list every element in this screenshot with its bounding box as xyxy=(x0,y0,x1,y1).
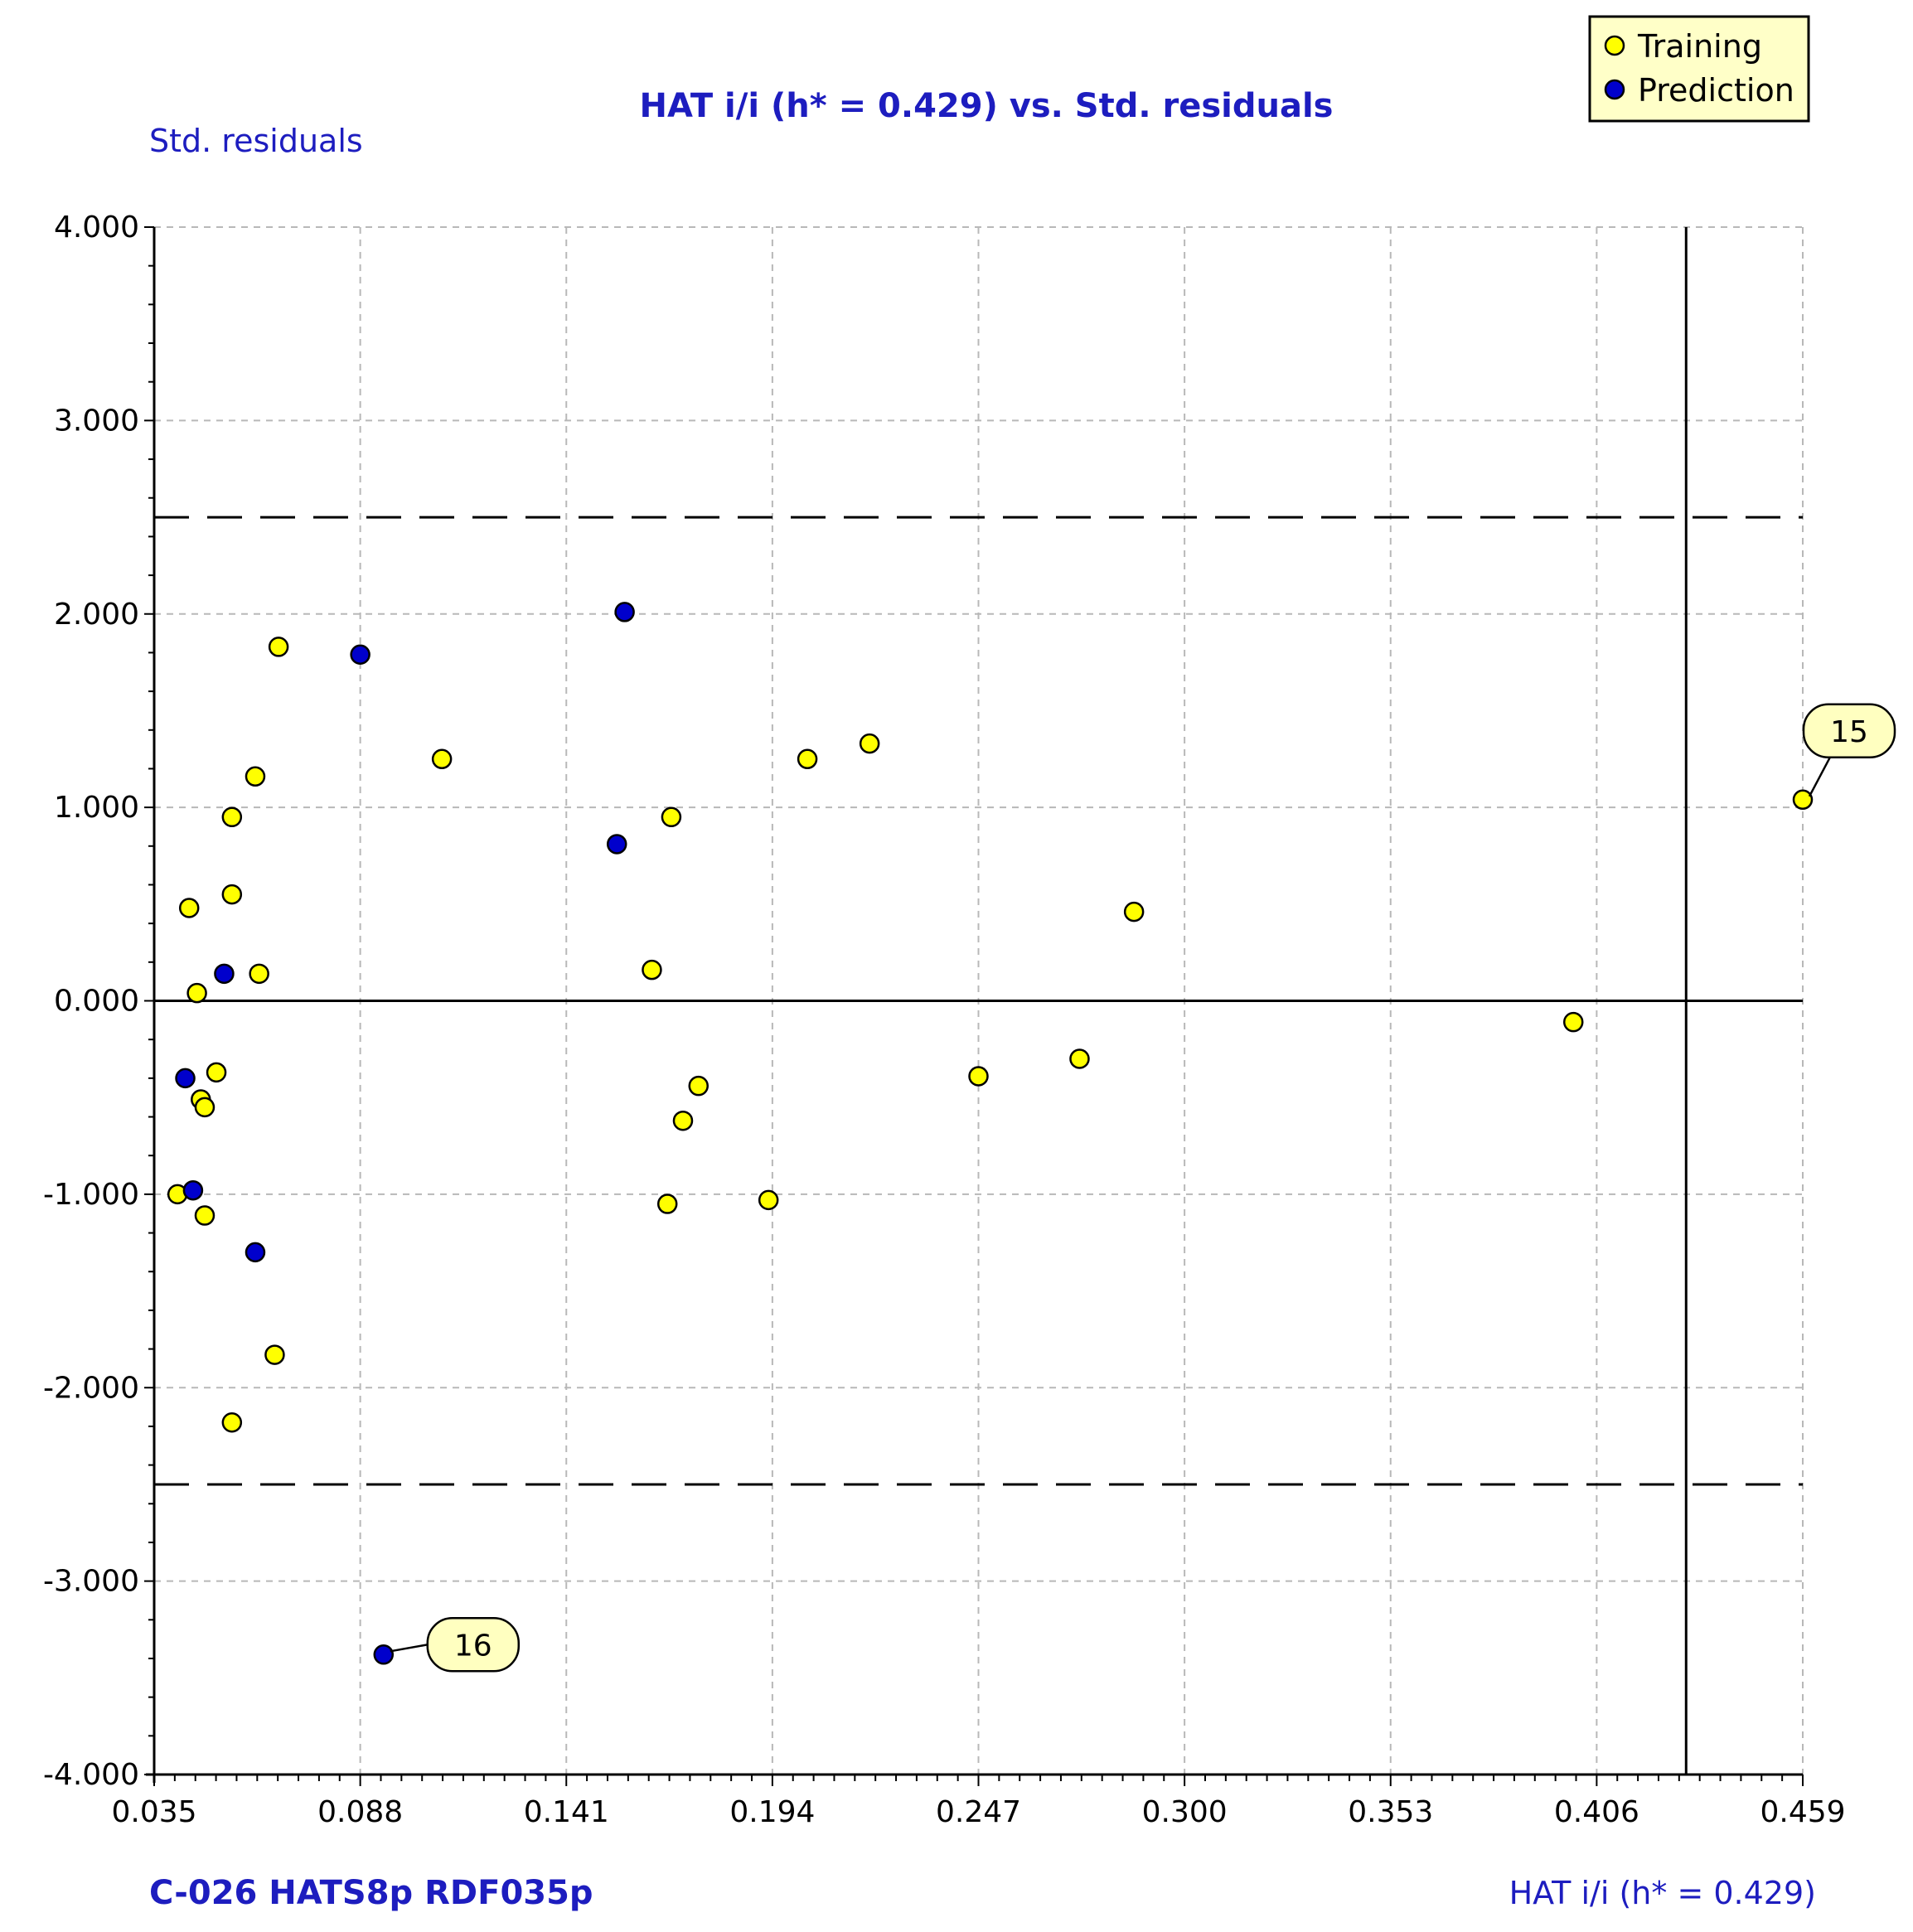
training-point xyxy=(221,1412,243,1433)
training-point xyxy=(186,982,207,1004)
prediction-point xyxy=(182,1179,204,1201)
legend: Training Prediction xyxy=(1588,15,1810,123)
legend-prediction-marker xyxy=(1604,79,1625,100)
legend-training-label: Training xyxy=(1637,28,1762,65)
training-point xyxy=(221,884,243,905)
legend-prediction-label: Prediction xyxy=(1638,72,1794,109)
training-point xyxy=(206,1062,227,1083)
training-point xyxy=(1069,1048,1090,1069)
callout-bubble xyxy=(1802,703,1896,759)
prediction-point xyxy=(175,1068,196,1089)
prediction-point xyxy=(606,834,627,855)
legend-training-marker xyxy=(1604,35,1625,56)
reference-lines xyxy=(154,227,1803,1775)
x-tick-label: 0.406 xyxy=(1554,1795,1639,1829)
training-point xyxy=(797,748,818,770)
training-point xyxy=(431,748,453,770)
training-point xyxy=(1562,1011,1584,1033)
training-point xyxy=(221,806,243,828)
training-point xyxy=(194,1097,216,1118)
axes xyxy=(144,226,1804,1786)
y-tick-label: 1.000 xyxy=(54,791,139,825)
y-axis-title: Std. residuals xyxy=(149,123,363,159)
training-point xyxy=(245,766,266,787)
x-tick-label: 0.035 xyxy=(111,1795,196,1829)
callout-label: 16 xyxy=(454,1629,492,1663)
training-point xyxy=(859,733,880,754)
training-point xyxy=(661,806,682,828)
training-point xyxy=(268,637,289,657)
y-tick-label: 0.000 xyxy=(54,985,139,1019)
y-tick-label: 2.000 xyxy=(54,598,139,632)
training-point xyxy=(194,1205,216,1226)
training-point xyxy=(642,959,662,981)
y-tick-label: -1.000 xyxy=(43,1178,139,1212)
x-tick-label: 0.194 xyxy=(729,1795,815,1829)
legend-box xyxy=(1588,15,1810,123)
x-axis-title: HAT i/i (h* = 0.429) xyxy=(1509,1875,1816,1911)
tick-labels: 4.000 3.000 2.000 1.000 0.000 -1.000 -2.000 -3.… xyxy=(43,211,1846,1829)
training-point xyxy=(968,1066,989,1087)
chart-title: HAT i/i (h* = 0.429) vs. Std. residuals xyxy=(640,87,1334,125)
training-point xyxy=(1792,789,1814,811)
data-points xyxy=(167,602,1814,1665)
prediction-point xyxy=(614,602,635,622)
x-tick-label: 0.247 xyxy=(936,1795,1021,1829)
x-tick-label: 0.353 xyxy=(1348,1795,1433,1829)
y-tick-label: -3.000 xyxy=(43,1565,139,1599)
training-point xyxy=(249,963,269,985)
training-point xyxy=(758,1189,779,1211)
x-tick-label: 0.459 xyxy=(1760,1795,1845,1829)
training-point xyxy=(656,1194,678,1214)
y-tick-label: 4.000 xyxy=(54,211,139,245)
callout-leader xyxy=(390,1644,428,1653)
callout-label: 15 xyxy=(1830,715,1868,749)
y-tick-label: 3.000 xyxy=(54,404,139,438)
y-tick-label: -2.000 xyxy=(43,1371,139,1405)
training-point xyxy=(1123,901,1145,922)
prediction-point xyxy=(373,1644,395,1665)
callout-bubble xyxy=(426,1617,521,1673)
x-tick-label: 0.141 xyxy=(524,1795,609,1829)
model-descriptor-label: C-026 HATS8p RDF035p xyxy=(149,1874,593,1912)
training-point xyxy=(672,1110,694,1131)
x-tick-label: 0.088 xyxy=(317,1795,403,1829)
x-tick-label: 0.300 xyxy=(1142,1795,1228,1829)
training-point xyxy=(688,1075,709,1097)
prediction-point xyxy=(245,1242,266,1263)
prediction-point xyxy=(350,644,370,666)
training-point xyxy=(178,898,200,918)
prediction-point xyxy=(214,963,235,985)
y-tick-label: -4.000 xyxy=(43,1758,139,1792)
callout-leader xyxy=(1808,752,1834,797)
training-point xyxy=(264,1344,285,1365)
